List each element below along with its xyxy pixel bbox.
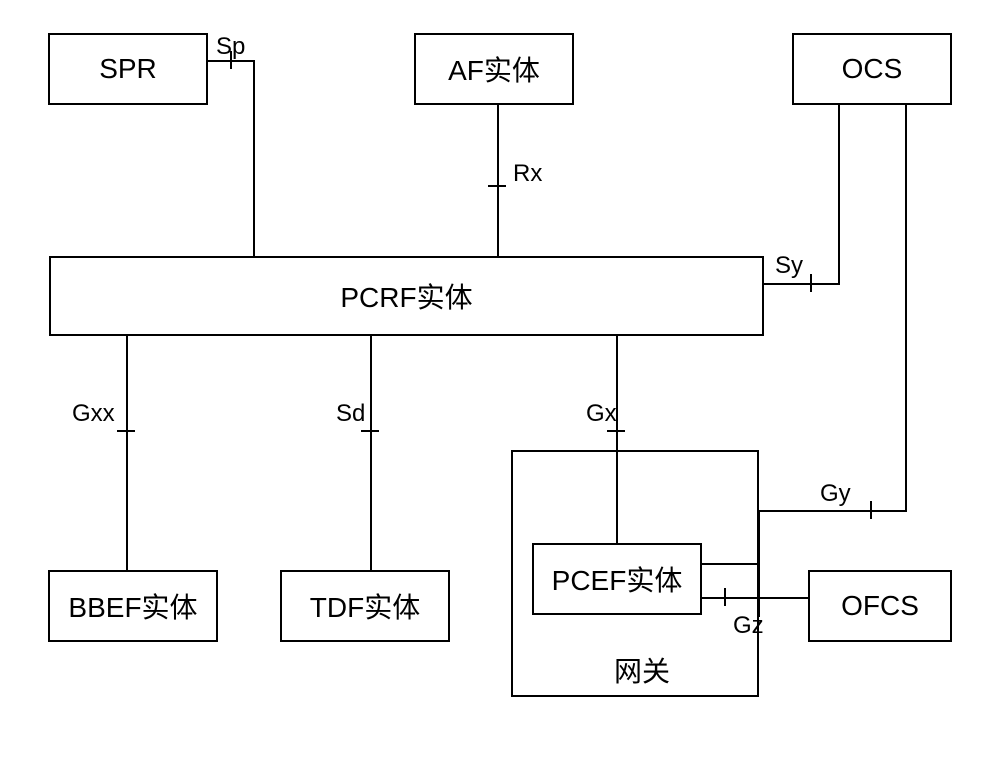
edge-sd-tick — [361, 430, 379, 432]
edge-sy-seg2 — [764, 283, 840, 285]
node-pcef-label: PCEF实体 — [552, 559, 683, 599]
node-bbef-label: BBEF实体 — [68, 586, 197, 626]
node-af: AF实体 — [414, 33, 574, 105]
node-spr: SPR — [48, 33, 208, 105]
edge-sd-seg1 — [370, 336, 372, 572]
node-tdf-label: TDF实体 — [310, 586, 420, 626]
edge-rx-seg1 — [497, 105, 499, 258]
edge-gy-seg2 — [759, 510, 907, 512]
node-ofcs: OFCS — [808, 570, 952, 642]
edge-rx-label: Rx — [513, 160, 542, 188]
edge-gy-label: Gy — [820, 480, 851, 508]
edge-sy-seg1 — [838, 105, 840, 285]
node-bbef: BBEF实体 — [48, 570, 218, 642]
node-ocs: OCS — [792, 33, 952, 105]
node-pcrf: PCRF实体 — [49, 256, 764, 336]
node-ocs-label: OCS — [842, 53, 903, 85]
edge-gx-tick — [607, 430, 625, 432]
edge-gx-label: Gx — [586, 400, 617, 428]
edge-gxx-label: Gxx — [72, 400, 115, 428]
edge-gxx-tick — [117, 430, 135, 432]
edge-sy-tick — [810, 274, 812, 292]
edge-sp-label: Sp — [216, 33, 245, 61]
node-gateway-label: 网关 — [614, 650, 670, 690]
edge-sp-seg2 — [253, 60, 255, 258]
node-spr-label: SPR — [99, 53, 157, 85]
node-af-label: AF实体 — [448, 49, 540, 89]
edge-gy-seg1 — [905, 105, 907, 512]
edge-sy-label: Sy — [775, 252, 803, 280]
node-ofcs-label: OFCS — [841, 590, 919, 622]
edge-gy-tick — [870, 501, 872, 519]
node-tdf: TDF实体 — [280, 570, 450, 642]
edge-gxx-seg1 — [126, 336, 128, 572]
edge-sd-label: Sd — [336, 400, 365, 428]
diagram-canvas: Sp Rx Sy Gxx Sd Gx Gy Gz SPR AF实体 OCS PC… — [0, 0, 1000, 778]
node-pcrf-label: PCRF实体 — [340, 276, 472, 316]
edge-rx-tick — [488, 185, 506, 187]
node-pcef: PCEF实体 — [532, 543, 702, 615]
